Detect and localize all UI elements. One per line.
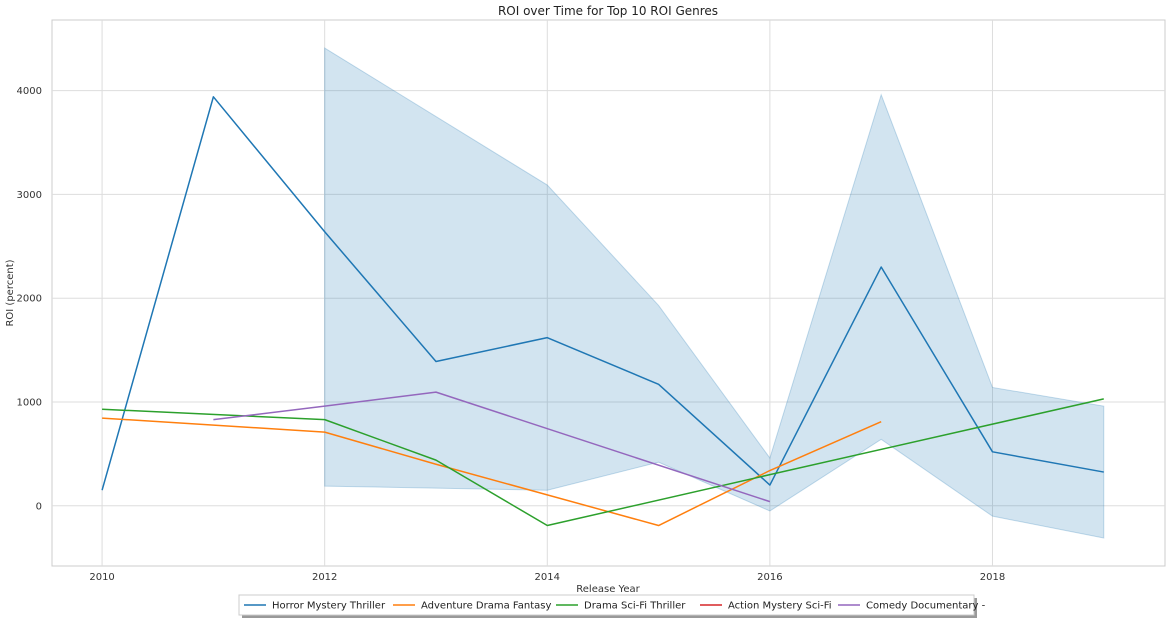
legend-label: Horror Mystery Thriller (272, 601, 386, 612)
x-tick-label: 2010 (89, 572, 114, 583)
x-tick-label: 2012 (312, 572, 337, 583)
legend: Horror Mystery Thriller Adventure Drama F… (238, 594, 986, 618)
y-tick-label: 4000 (17, 86, 42, 97)
series-line (102, 417, 882, 527)
y-axis-title: ROI (percent) (5, 259, 16, 326)
plot-area (51, 19, 1166, 567)
grid-lines (52, 20, 1165, 566)
x-tick-label: 2014 (535, 572, 560, 583)
series-line (101, 96, 1104, 491)
legend-label: Action Mystery Sci-Fi (728, 601, 832, 612)
legend-label: Adventure Drama Fantasy (421, 601, 551, 612)
legend-item: Drama Sci-Fi Thriller (556, 601, 686, 612)
series-line (102, 398, 1104, 527)
x-tick-label: 2018 (980, 572, 1005, 583)
x-tick-labels: 2010 2012 2014 2016 2018 (89, 572, 1005, 583)
series-line (213, 391, 771, 503)
legend-item: Horror Mystery Thriller (244, 601, 386, 612)
y-tick-labels: 0 1000 2000 3000 4000 (17, 86, 42, 512)
x-axis-title: Release Year (576, 584, 640, 595)
legend-box (238, 594, 975, 616)
legend-item: Adventure Drama Fantasy (393, 601, 551, 612)
legend-label: Comedy Documentary - (866, 601, 986, 612)
y-tick-label: 2000 (17, 294, 42, 305)
legend-item: Action Mystery Sci-Fi (700, 601, 832, 612)
y-tick-label: 1000 (17, 397, 42, 408)
confidence-bands (324, 47, 1105, 539)
y-tick-label: 3000 (17, 190, 42, 201)
legend-item: Comedy Documentary - (838, 601, 986, 612)
x-tick-label: 2016 (757, 572, 782, 583)
series-lines (101, 96, 1104, 527)
y-tick-label: 0 (36, 501, 42, 512)
chart-title: ROI over Time for Top 10 ROI Genres (498, 4, 718, 18)
confidence-band (324, 47, 1105, 539)
legend-label: Drama Sci-Fi Thriller (584, 601, 686, 612)
